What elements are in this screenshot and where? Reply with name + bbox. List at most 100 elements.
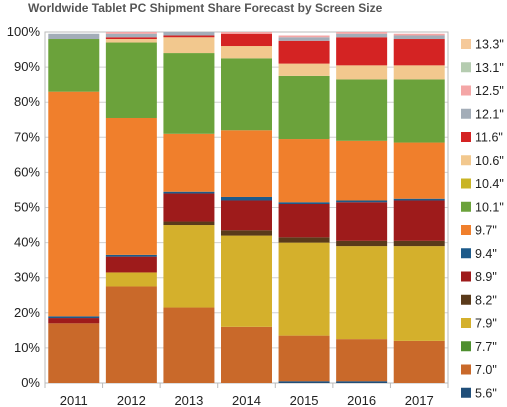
bar-segment [336, 339, 388, 382]
bar-segment [48, 323, 100, 383]
legend-label: 10.1" [475, 200, 504, 214]
bar-segment [393, 240, 445, 247]
bar-segment [163, 53, 215, 134]
bar-segment [336, 381, 388, 383]
bar-segment [278, 40, 330, 64]
bar-segment [278, 139, 330, 203]
bar-segment [221, 326, 272, 383]
bar-segment [393, 198, 445, 201]
legend-swatch [461, 341, 471, 352]
y-tick-label: 10% [14, 340, 40, 355]
bar-segment [163, 133, 215, 192]
legend-label: 11.6" [475, 131, 503, 145]
bar-segment [221, 230, 272, 236]
legend-label: 12.5" [475, 84, 504, 98]
y-tick-label: 90% [14, 59, 40, 74]
bar-segment [163, 32, 215, 36]
legend-label: 10.6" [475, 154, 504, 168]
x-tick-label: 2014 [232, 393, 261, 407]
legend-swatch [461, 248, 471, 259]
y-tick-label: 70% [14, 129, 40, 144]
bar-segment [221, 46, 272, 59]
bar-segment [163, 221, 215, 226]
legend-swatch [461, 39, 471, 49]
bar-segment [336, 65, 388, 80]
legend-label: 13.3" [475, 38, 504, 52]
legend-swatch [461, 225, 471, 235]
bar-segment [163, 35, 215, 38]
bar-segment [278, 63, 330, 76]
bar-segment [105, 256, 157, 273]
bar-segment [393, 340, 445, 383]
y-tick-label: 0% [21, 375, 40, 390]
bar-segment [221, 200, 272, 231]
legend-label: 8.9" [475, 270, 497, 284]
bar-segment [221, 58, 272, 131]
x-tick-label: 2017 [405, 393, 434, 407]
bar-segment [105, 42, 157, 118]
legend-label: 12.1" [475, 107, 504, 121]
legend-swatch [461, 108, 471, 119]
legend-swatch [461, 294, 471, 305]
legend-label: 10.4" [475, 177, 504, 191]
bar-segment [393, 200, 445, 241]
bar-segment [278, 37, 330, 41]
bar-segment [221, 130, 272, 197]
bar-segment [163, 191, 215, 194]
x-tick-label: 2012 [117, 393, 146, 407]
bar-segment [48, 39, 100, 92]
legend-label: 7.0" [475, 363, 497, 377]
legend-swatch [461, 271, 471, 282]
legend-swatch [461, 62, 471, 73]
x-tick-label: 2011 [60, 393, 88, 407]
y-tick-label: 80% [14, 94, 40, 109]
bar-segment [393, 35, 445, 40]
bars [48, 32, 445, 383]
bar-segment [221, 196, 272, 201]
legend-label: 7.7" [475, 340, 497, 354]
chart-title: Worldwide Tablet PC Shipment Share Forec… [28, 1, 383, 15]
x-tick-label: 2015 [290, 393, 319, 407]
bar-segment [278, 75, 330, 140]
y-tick-label: 100% [7, 24, 41, 39]
legend-swatch [461, 178, 471, 189]
bar-segment [278, 202, 330, 204]
bar-segment [336, 246, 388, 340]
bar-segment [105, 33, 157, 38]
bar-segment [105, 32, 157, 34]
bar-segment [105, 37, 157, 40]
bar-segment [278, 237, 330, 243]
y-axis: 0% 10% 20% 30% 40% 50% 60% 70% 80% 90% 100% [7, 24, 41, 390]
bar-segment [163, 225, 215, 308]
legend-swatch [461, 132, 471, 142]
bar-segment [278, 35, 330, 38]
bar-segment [278, 203, 330, 238]
legend-swatch [461, 201, 471, 212]
legend-label: 9.7" [475, 224, 497, 238]
bar-segment [221, 32, 272, 34]
bar-segment [336, 32, 388, 34]
x-tick-label: 2016 [347, 393, 376, 407]
legend-swatch [461, 318, 471, 328]
y-tick-label: 20% [14, 305, 40, 320]
bar-segment [393, 33, 445, 36]
bar-segment [393, 142, 445, 199]
y-tick-label: 30% [14, 270, 40, 285]
legend-label: 7.9" [475, 317, 497, 331]
bar-segment [163, 193, 215, 222]
bar-segment [393, 65, 445, 80]
bar-segment [336, 79, 388, 141]
bar-segment [336, 200, 388, 203]
bar-segment [163, 307, 215, 383]
legend-label: 13.1" [475, 61, 504, 75]
bar-segment [336, 37, 388, 66]
legend-label: 8.2" [475, 293, 497, 307]
legend-label: 5.6" [475, 386, 497, 400]
bar-segment [336, 33, 388, 38]
y-tick-label: 60% [14, 164, 40, 179]
x-tick-label: 2013 [174, 393, 203, 407]
bar-segment [393, 246, 445, 341]
bar-segment [105, 254, 157, 257]
bar-segment [105, 272, 157, 287]
